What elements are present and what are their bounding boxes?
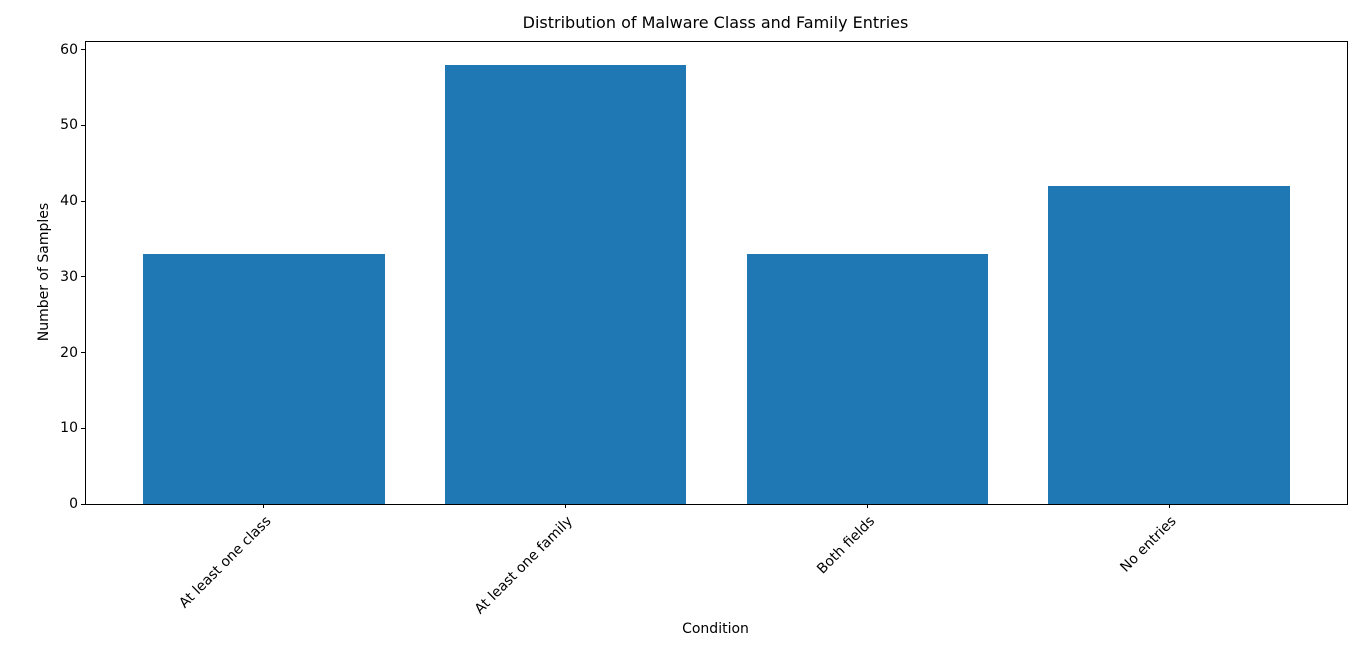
- x-axis-label: Condition: [682, 621, 749, 637]
- bar: [143, 254, 385, 504]
- y-tick-label: 10: [60, 420, 78, 437]
- chart-title: Distribution of Malware Class and Family…: [522, 13, 909, 32]
- x-tick-mark: [263, 504, 265, 508]
- y-tick-label: 50: [60, 117, 78, 134]
- plot-area: 0 10 20 30 40 50 60 At least one class At least …: [60, 41, 1348, 617]
- y-tick-label: 60: [60, 41, 78, 58]
- y-tick-mark: [81, 49, 85, 51]
- x-tick-label: At least one class: [176, 513, 275, 612]
- x-tick-mark: [1168, 504, 1170, 508]
- bar: [746, 254, 988, 504]
- x-tick-mark: [866, 504, 868, 508]
- y-tick-label: 40: [60, 193, 78, 210]
- bar: [1048, 185, 1290, 504]
- x-tick-mark: [565, 504, 567, 508]
- x-tick-label: At least one family: [472, 513, 577, 618]
- y-tick-label: 0: [69, 496, 78, 512]
- bar: [444, 64, 687, 504]
- y-tick-mark: [81, 503, 85, 505]
- y-tick-mark: [81, 352, 85, 354]
- y-tick-mark: [81, 124, 85, 126]
- y-axis-label: Number of Samples: [36, 202, 52, 342]
- y-tick-mark: [81, 427, 85, 429]
- y-tick-mark: [81, 276, 85, 278]
- y-tick-label: 20: [60, 344, 78, 361]
- x-tick-label: No entries: [1117, 513, 1180, 576]
- y-tick-label: 30: [60, 268, 78, 285]
- y-tick-mark: [81, 200, 85, 202]
- x-tick-label: Both fields: [813, 513, 878, 578]
